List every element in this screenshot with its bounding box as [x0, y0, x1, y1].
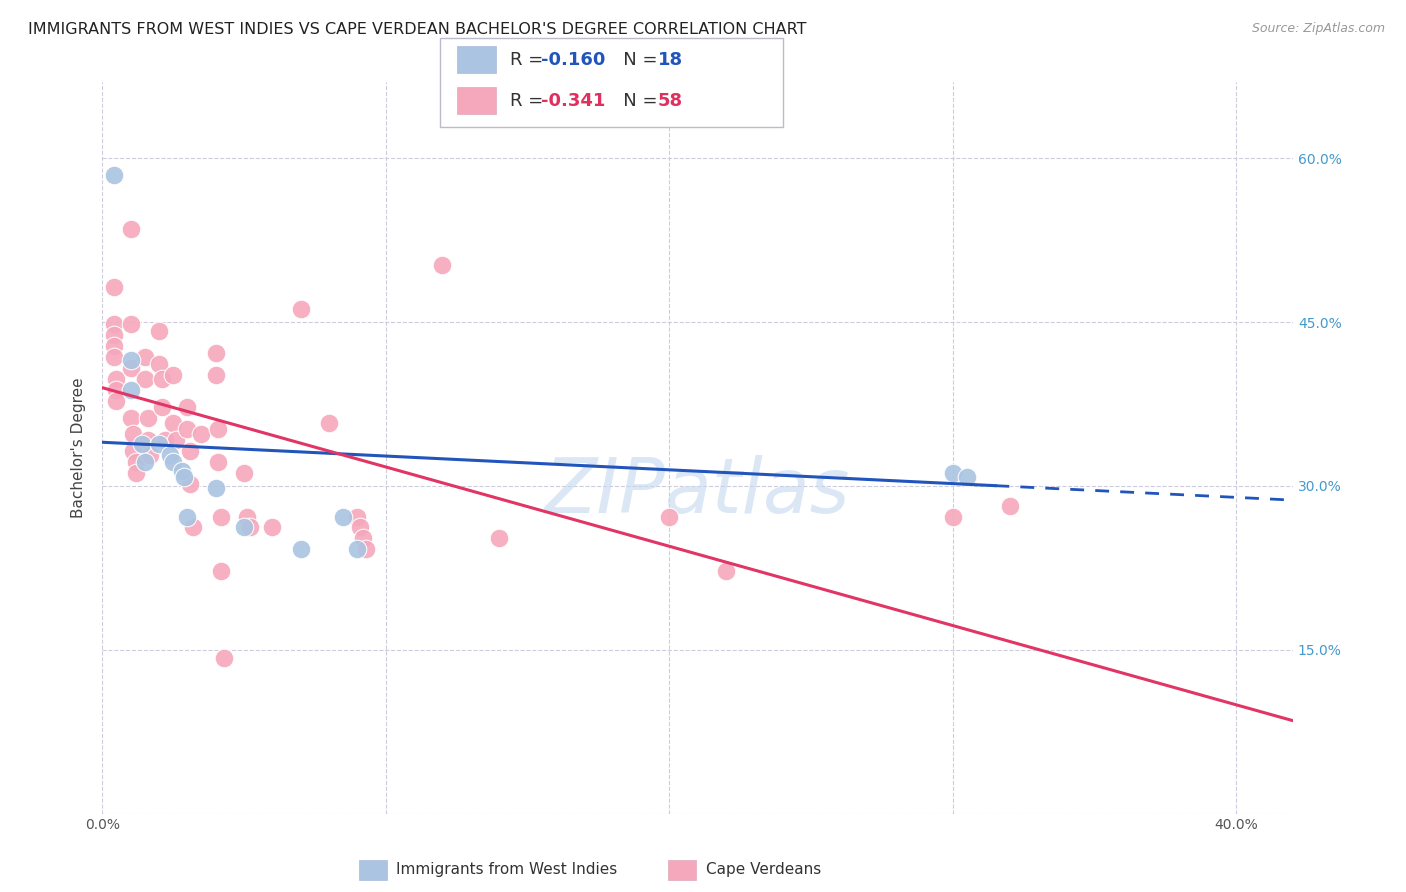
Point — [176, 509, 198, 524]
Text: N =: N = — [606, 51, 664, 69]
Point — [148, 437, 170, 451]
Text: Cape Verdeans: Cape Verdeans — [706, 863, 821, 877]
Point — [103, 328, 125, 343]
Point — [120, 361, 142, 376]
Point — [134, 372, 156, 386]
Point — [207, 455, 229, 469]
Point — [204, 368, 226, 382]
Point — [120, 222, 142, 236]
Point — [125, 455, 148, 469]
Point — [120, 353, 142, 368]
Text: IMMIGRANTS FROM WEST INDIES VS CAPE VERDEAN BACHELOR'S DEGREE CORRELATION CHART: IMMIGRANTS FROM WEST INDIES VS CAPE VERD… — [28, 22, 807, 37]
Point — [942, 466, 965, 480]
Point — [236, 509, 259, 524]
Point — [209, 564, 232, 578]
Point — [714, 564, 737, 578]
Point — [956, 470, 979, 484]
Point — [204, 481, 226, 495]
Point — [139, 448, 162, 462]
Point — [432, 258, 454, 272]
Point — [998, 499, 1021, 513]
Point — [122, 426, 145, 441]
Point — [105, 372, 128, 386]
Point — [170, 464, 193, 478]
Text: Immigrants from West Indies: Immigrants from West Indies — [396, 863, 617, 877]
Point — [239, 520, 262, 534]
Point — [233, 520, 256, 534]
Text: ZIPatlas: ZIPatlas — [546, 455, 851, 529]
Point — [103, 280, 125, 294]
Point — [181, 520, 204, 534]
Y-axis label: Bachelor's Degree: Bachelor's Degree — [72, 377, 86, 518]
Point — [318, 416, 340, 430]
Point — [136, 433, 159, 447]
Point — [290, 542, 312, 557]
Text: 18: 18 — [658, 51, 683, 69]
Point — [150, 401, 173, 415]
Point — [332, 509, 354, 524]
Point — [176, 401, 198, 415]
Text: R =: R = — [510, 51, 550, 69]
Point — [148, 357, 170, 371]
Point — [942, 509, 965, 524]
Point — [204, 345, 226, 359]
Point — [354, 542, 377, 557]
Point — [103, 168, 125, 182]
Point — [173, 470, 195, 484]
Point — [150, 372, 173, 386]
Point — [134, 455, 156, 469]
Point — [105, 393, 128, 408]
Point — [148, 324, 170, 338]
Point — [120, 383, 142, 397]
Point — [105, 383, 128, 397]
Point — [162, 416, 184, 430]
Point — [179, 444, 201, 458]
Point — [262, 520, 284, 534]
Point — [352, 532, 374, 546]
Point — [207, 422, 229, 436]
Point — [162, 368, 184, 382]
Point — [153, 433, 176, 447]
Text: 58: 58 — [658, 92, 683, 110]
Point — [346, 542, 368, 557]
Text: Source: ZipAtlas.com: Source: ZipAtlas.com — [1251, 22, 1385, 36]
Point — [209, 509, 232, 524]
Point — [103, 339, 125, 353]
Point — [346, 509, 368, 524]
Point — [120, 411, 142, 425]
Point — [136, 411, 159, 425]
Point — [159, 448, 181, 462]
Point — [190, 426, 212, 441]
Point — [176, 422, 198, 436]
Point — [233, 466, 256, 480]
Point — [131, 437, 153, 451]
Text: -0.341: -0.341 — [541, 92, 606, 110]
Point — [125, 466, 148, 480]
Point — [134, 350, 156, 364]
Point — [103, 318, 125, 332]
Point — [290, 301, 312, 316]
Point — [120, 318, 142, 332]
Point — [103, 350, 125, 364]
Point — [179, 476, 201, 491]
Point — [212, 651, 235, 665]
Point — [658, 509, 681, 524]
Point — [488, 532, 510, 546]
Point — [165, 433, 187, 447]
Text: N =: N = — [606, 92, 664, 110]
Point — [349, 520, 371, 534]
Point — [162, 455, 184, 469]
Text: -0.160: -0.160 — [541, 51, 606, 69]
Point — [122, 444, 145, 458]
Text: R =: R = — [510, 92, 550, 110]
